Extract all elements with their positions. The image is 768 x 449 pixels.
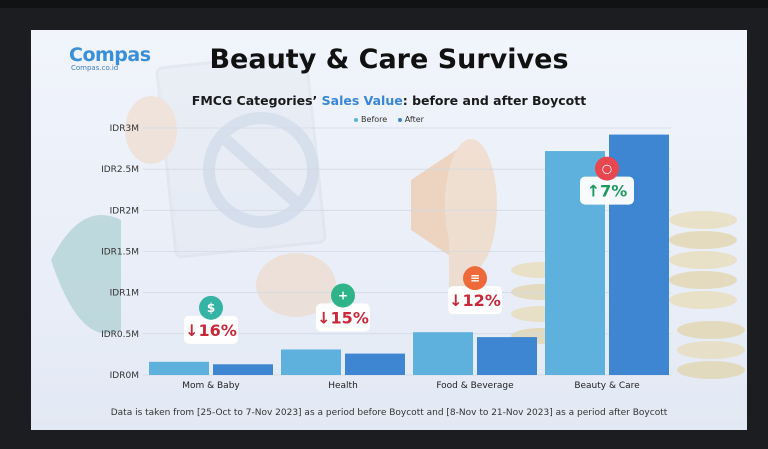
bar-after [213, 364, 273, 375]
bar-after [345, 353, 405, 375]
window-top-bar [0, 0, 768, 8]
compas-logo: Compas Compas.co.id [69, 44, 151, 72]
y-tick-label: IDR1M [110, 289, 139, 299]
bar-before [149, 361, 209, 375]
change-badge [184, 315, 238, 344]
change-badge [580, 176, 634, 205]
bar-before [281, 349, 341, 375]
change-badge [448, 286, 502, 315]
y-tick-label: IDR3M [110, 124, 139, 134]
y-tick-label: IDR2M [110, 206, 139, 216]
infographic-slide: Compas Compas.co.id Beauty & Care Surviv… [31, 30, 747, 430]
icon-glyph: ≡ [470, 271, 480, 285]
bar-before [413, 332, 473, 375]
x-category-label: Food & Beverage [436, 381, 514, 391]
bar-chart: IDR0M IDR0.5M IDR1M IDR1.5M IDR2M IDR2.5M IDR3… [101, 124, 671, 391]
chart-subtitle: FMCG Categories’ Sales Value: before and… [31, 93, 747, 108]
subtitle-prefix: FMCG Categories’ [191, 93, 322, 108]
legend-swatch-after [397, 117, 402, 122]
legend-label-after: After [404, 115, 424, 124]
page-title: Beauty & Care Survives [209, 44, 569, 75]
legend-swatch-before [354, 117, 359, 122]
subtitle-highlight: Sales Value [321, 93, 403, 108]
x-category-label: Mom & Baby [182, 381, 240, 391]
y-tick-label: IDR0.5M [101, 330, 139, 340]
y-tick-label: IDR0M [110, 371, 139, 381]
legend-label-before: Before [361, 115, 388, 124]
beauty-mirror-icon [595, 156, 619, 181]
money-bag-icon [199, 295, 223, 320]
change-value: ↑7% [587, 182, 628, 201]
food-icon [463, 266, 487, 291]
legend-item-after: After [397, 115, 424, 124]
icon-glyph: + [338, 288, 348, 302]
data-source-footnote: Data is taken from [25-Oct to 7-Nov 2023… [110, 408, 668, 418]
change-value: ↓12% [449, 291, 501, 310]
icon-glyph: ○ [602, 162, 612, 176]
y-tick-label: IDR1.5M [101, 248, 139, 258]
x-category-label: Beauty & Care [574, 381, 640, 391]
change-value: ↓16% [185, 321, 237, 340]
logo-wordmark: Compas [69, 44, 151, 66]
legend-item-before: Before [354, 115, 387, 124]
chart-legend: Before After [31, 115, 747, 124]
x-category-label: Health [328, 381, 358, 391]
bar-after [477, 337, 537, 375]
logo-url: Compas.co.id [71, 64, 119, 72]
y-tick-label: IDR2.5M [101, 165, 139, 175]
change-badge [316, 303, 370, 332]
bar-after [609, 134, 669, 375]
subtitle-suffix: : before and after Boycott [402, 93, 587, 108]
change-value: ↓15% [317, 308, 369, 327]
icon-glyph: $ [207, 301, 215, 315]
health-icon [331, 283, 355, 308]
